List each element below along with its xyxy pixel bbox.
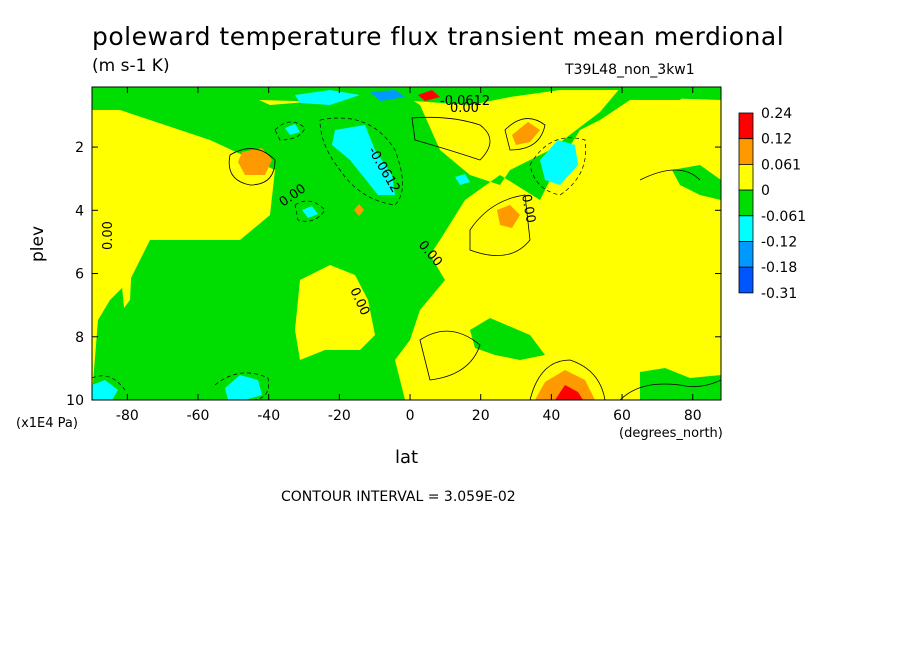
region-cyan-small-3: [285, 124, 300, 135]
y-tick-label: 4: [75, 203, 84, 219]
region-orange-sliver: [354, 204, 364, 216]
x-tick-label: -80: [116, 408, 139, 424]
y-axis-units: (x1E4 Pa): [16, 416, 78, 431]
contour-line: [619, 379, 721, 400]
contour-line-negative: [294, 200, 326, 222]
x-tick-label: -20: [328, 408, 351, 424]
contour-interval: CONTOUR INTERVAL = 3.059E-02: [281, 489, 516, 505]
region-positive-west: [92, 115, 268, 312]
colorbar-level-label: -0.18: [761, 260, 797, 276]
region-positive-centre: [295, 265, 375, 360]
region-negative-top: [92, 87, 721, 105]
x-tick-label: 20: [472, 408, 490, 424]
x-tick-label: -60: [187, 408, 210, 424]
colorbar-swatch: [738, 163, 754, 191]
region-negative-polar: [640, 368, 721, 400]
plot-frame: [91, 86, 722, 401]
chart-units: (m s-1 K): [92, 56, 170, 76]
region-cyan-small-1: [302, 206, 318, 218]
contour-line: [639, 169, 701, 181]
colorbar-swatch: [738, 266, 754, 294]
contour-lines-negative: [92, 117, 587, 400]
chart-title: poleward temperature flux transient mean…: [92, 22, 785, 51]
region-positive-sliver: [120, 260, 132, 308]
y-axis: 2 4 6 8 10: [66, 140, 721, 409]
colorbar-level-label: 0: [761, 183, 770, 199]
colorbar: 0.24 0.12 0.061 0 -0.061 -0.12 -0.18 -0.31: [738, 106, 806, 302]
run-label: T39L48_non_3kw1: [565, 62, 695, 78]
contour-line-negative: [214, 372, 269, 400]
region-orange-north: [512, 122, 540, 145]
x-tick-label: 60: [613, 408, 631, 424]
contour-line: [504, 118, 546, 151]
region-red-surface: [555, 385, 583, 400]
y-tick-label: 2: [75, 140, 84, 156]
contour-line-negative: [319, 117, 403, 206]
region-cyan-centre: [332, 125, 395, 195]
region-orange-southern: [238, 148, 272, 175]
x-tick-label: -40: [257, 408, 280, 424]
y-tick-label: 8: [75, 330, 84, 346]
contour-label: 0.00: [450, 101, 479, 116]
colorbar-swatch: [738, 215, 754, 242]
colorbar-level-label: -0.12: [761, 235, 797, 251]
contour-line-negative: [529, 137, 587, 196]
contour-label: -0.0612: [440, 94, 490, 109]
region-orange-tropics: [497, 205, 520, 228]
region-cyan-small-2: [455, 174, 470, 185]
colorbar-swatch: [738, 138, 754, 165]
region-cyan-polar-surface: [92, 380, 118, 400]
region-cyan-top: [295, 90, 360, 105]
x-axis: -80 -60 -40 -20 0 20 40 60 80: [116, 87, 702, 424]
y-tick-label: 10: [66, 393, 84, 409]
colorbar-swatch: [738, 112, 754, 140]
contour-line: [469, 194, 531, 256]
contour-line: [228, 148, 276, 186]
colorbar-swatch: [738, 241, 754, 268]
colorbar-level-label: 0.24: [761, 106, 792, 122]
contour-line-negative: [274, 121, 306, 141]
region-cyan-north: [540, 140, 578, 185]
contour-line: [419, 330, 481, 381]
contour-label: 0.00: [101, 221, 116, 250]
region-negative-southeast: [470, 318, 545, 360]
x-tick-label: 40: [542, 408, 560, 424]
x-axis-label: lat: [395, 447, 419, 468]
region-cyan-south-surface: [225, 375, 262, 400]
contour-line-negative: [92, 375, 126, 391]
colorbar-level-label: 0.12: [761, 132, 792, 148]
region-red-top: [418, 90, 440, 101]
contour-line: [529, 359, 606, 400]
contour-label: 0.00: [518, 193, 538, 224]
contour-lines: [228, 116, 721, 400]
contour-line: [411, 116, 491, 161]
field-regions: [92, 87, 721, 400]
y-tick-label: 6: [75, 267, 84, 283]
x-tick-label: 0: [406, 408, 415, 424]
x-tick-label: 80: [684, 408, 702, 424]
colorbar-level-label: -0.061: [761, 209, 806, 225]
colorbar-level-label: -0.31: [761, 286, 797, 302]
colorbar-level-label: 0.061: [761, 157, 801, 173]
region-blue-top: [370, 90, 405, 101]
x-axis-units: (degrees_north): [619, 426, 723, 441]
region-negative-east: [672, 165, 721, 200]
colorbar-swatch: [738, 189, 754, 217]
